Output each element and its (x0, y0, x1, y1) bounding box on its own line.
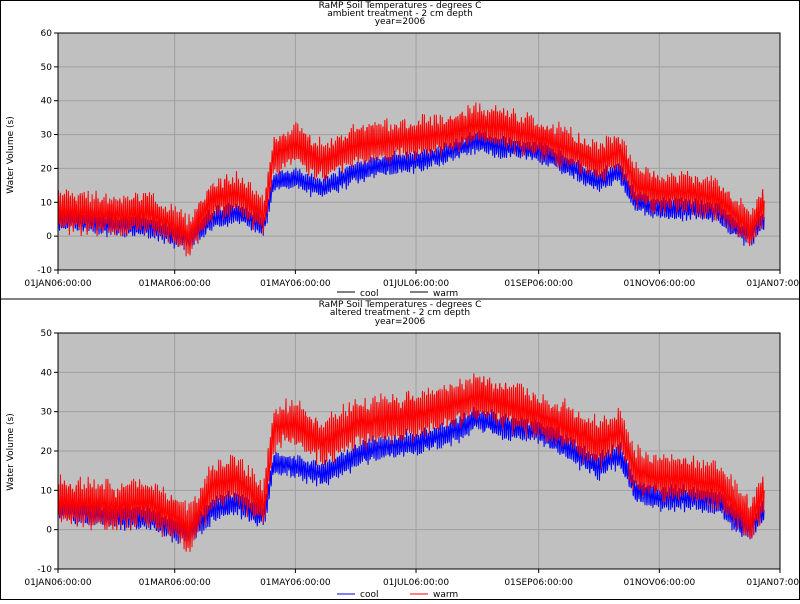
y-tick-label: 20 (41, 447, 53, 457)
y-tick-label: 10 (41, 486, 53, 496)
panel-2-plot: -10 0 10 20 30 40 50 01JAN06:00:00 01MAR06:00:00… (24, 329, 800, 588)
y-tick-label: 30 (41, 408, 53, 418)
x-tick-label: 01JAN07:00:00 (746, 578, 800, 588)
panel-1-ylabel: Water Volume (s) (6, 116, 16, 194)
x-tick-label: 01MAY06:00:00 (260, 279, 331, 289)
legend-2-cool-label: cool (360, 590, 378, 600)
y-tick-label: -10 (37, 266, 52, 276)
plot-frame (57, 32, 781, 271)
y-tick-label: -10 (37, 565, 52, 575)
x-tick-label: 01JUL06:00:00 (383, 279, 449, 289)
plot-frame (57, 332, 781, 570)
legend-1-warm-label: warm (433, 289, 458, 299)
panel-2-legend: cool warm (337, 590, 458, 600)
x-tick-label: 01NOV06:00:00 (623, 279, 695, 289)
panel-2-title: RaMP Soil Temperatures - degrees C (319, 300, 482, 310)
y-tick-label: 0 (46, 232, 52, 242)
y-tick-label: 60 (41, 29, 53, 39)
panel-1-subtitle: ambient treatment - 2 cm depth (327, 9, 473, 19)
x-tick-label: 01NOV06:00:00 (623, 578, 695, 588)
x-tick-label: 01SEP06:00:00 (504, 578, 573, 588)
series-warm-line (57, 373, 765, 552)
y-tick-label: 40 (41, 368, 53, 378)
panel-1-by-line: year=2006 (375, 17, 426, 27)
x-tick-label: 01MAY06:00:00 (260, 578, 331, 588)
x-tick-label: 01JAN07:00:00 (746, 279, 800, 289)
x-tick-label: 01MAR06:00:00 (139, 279, 211, 289)
panel-2-subtitle: altered treatment - 2 cm depth (330, 308, 470, 318)
panel-2-by-line: year=2006 (375, 317, 426, 327)
y-tick-label: 30 (41, 131, 53, 141)
panel-1-legend: cool warm (337, 289, 458, 299)
panel-2-ylabel: Water Volume (s) (6, 413, 16, 491)
y-tick-label: 50 (41, 329, 53, 339)
y-tick-label: 10 (41, 198, 53, 208)
y-tick-label: 20 (41, 164, 53, 174)
x-tick-label: 01JUL06:00:00 (383, 578, 449, 588)
y-tick-label: 0 (46, 526, 52, 536)
panel-1-plot: -10 0 10 20 30 40 50 60 01JAN06:00:00 01MAR06:00:… (24, 29, 800, 289)
legend-1-cool-label: cool (360, 289, 378, 299)
x-tick-label: 01MAR06:00:00 (139, 578, 211, 588)
panel-1-title: RaMP Soil Temperatures - degrees C (319, 1, 482, 11)
x-tick-label: 01JAN06:00:00 (24, 578, 92, 588)
y-tick-label: 50 (41, 63, 53, 73)
x-tick-label: 01JAN06:00:00 (24, 279, 92, 289)
x-tick-label: 01SEP06:00:00 (504, 279, 573, 289)
legend-2-warm-label: warm (433, 590, 458, 600)
y-tick-label: 40 (41, 97, 53, 107)
series-warm-line (57, 102, 765, 257)
